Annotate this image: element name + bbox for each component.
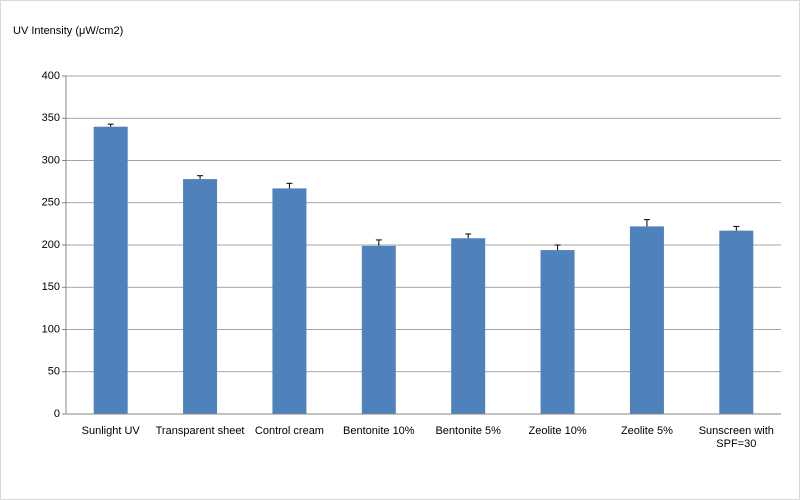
x-tick-label: Transparent sheet <box>155 425 245 437</box>
y-tick-label: 400 <box>42 70 60 82</box>
y-tick-label: 100 <box>42 323 60 335</box>
bar <box>540 250 575 414</box>
bar <box>183 179 218 414</box>
x-tick-label: Zeolite 10% <box>528 425 587 437</box>
bar <box>93 126 128 414</box>
x-tick-label: Zeolite 5% <box>620 425 673 437</box>
bar <box>629 226 664 414</box>
y-tick-label: 200 <box>42 239 60 251</box>
bar <box>361 245 396 414</box>
x-tick-label: Sunlight UV <box>81 425 140 437</box>
x-tick-label: Sunscreen with SPF=30 <box>698 425 774 450</box>
y-tick-label: 50 <box>48 366 60 378</box>
x-tick-label: Bentonite 10% <box>343 425 415 437</box>
bar <box>451 238 486 414</box>
y-tick-label: 150 <box>42 281 60 293</box>
bar <box>272 188 307 414</box>
bar <box>719 230 754 414</box>
x-tick-label: Control cream <box>254 425 324 437</box>
y-tick-label: 350 <box>42 112 60 124</box>
y-axis-label: UV Intensity (μW/cm2) <box>13 25 123 37</box>
y-tick-label: 250 <box>42 197 60 209</box>
y-tick-label: 300 <box>42 154 60 166</box>
x-tick-label: Bentonite 5% <box>435 425 501 437</box>
y-tick-label: 0 <box>54 408 60 420</box>
